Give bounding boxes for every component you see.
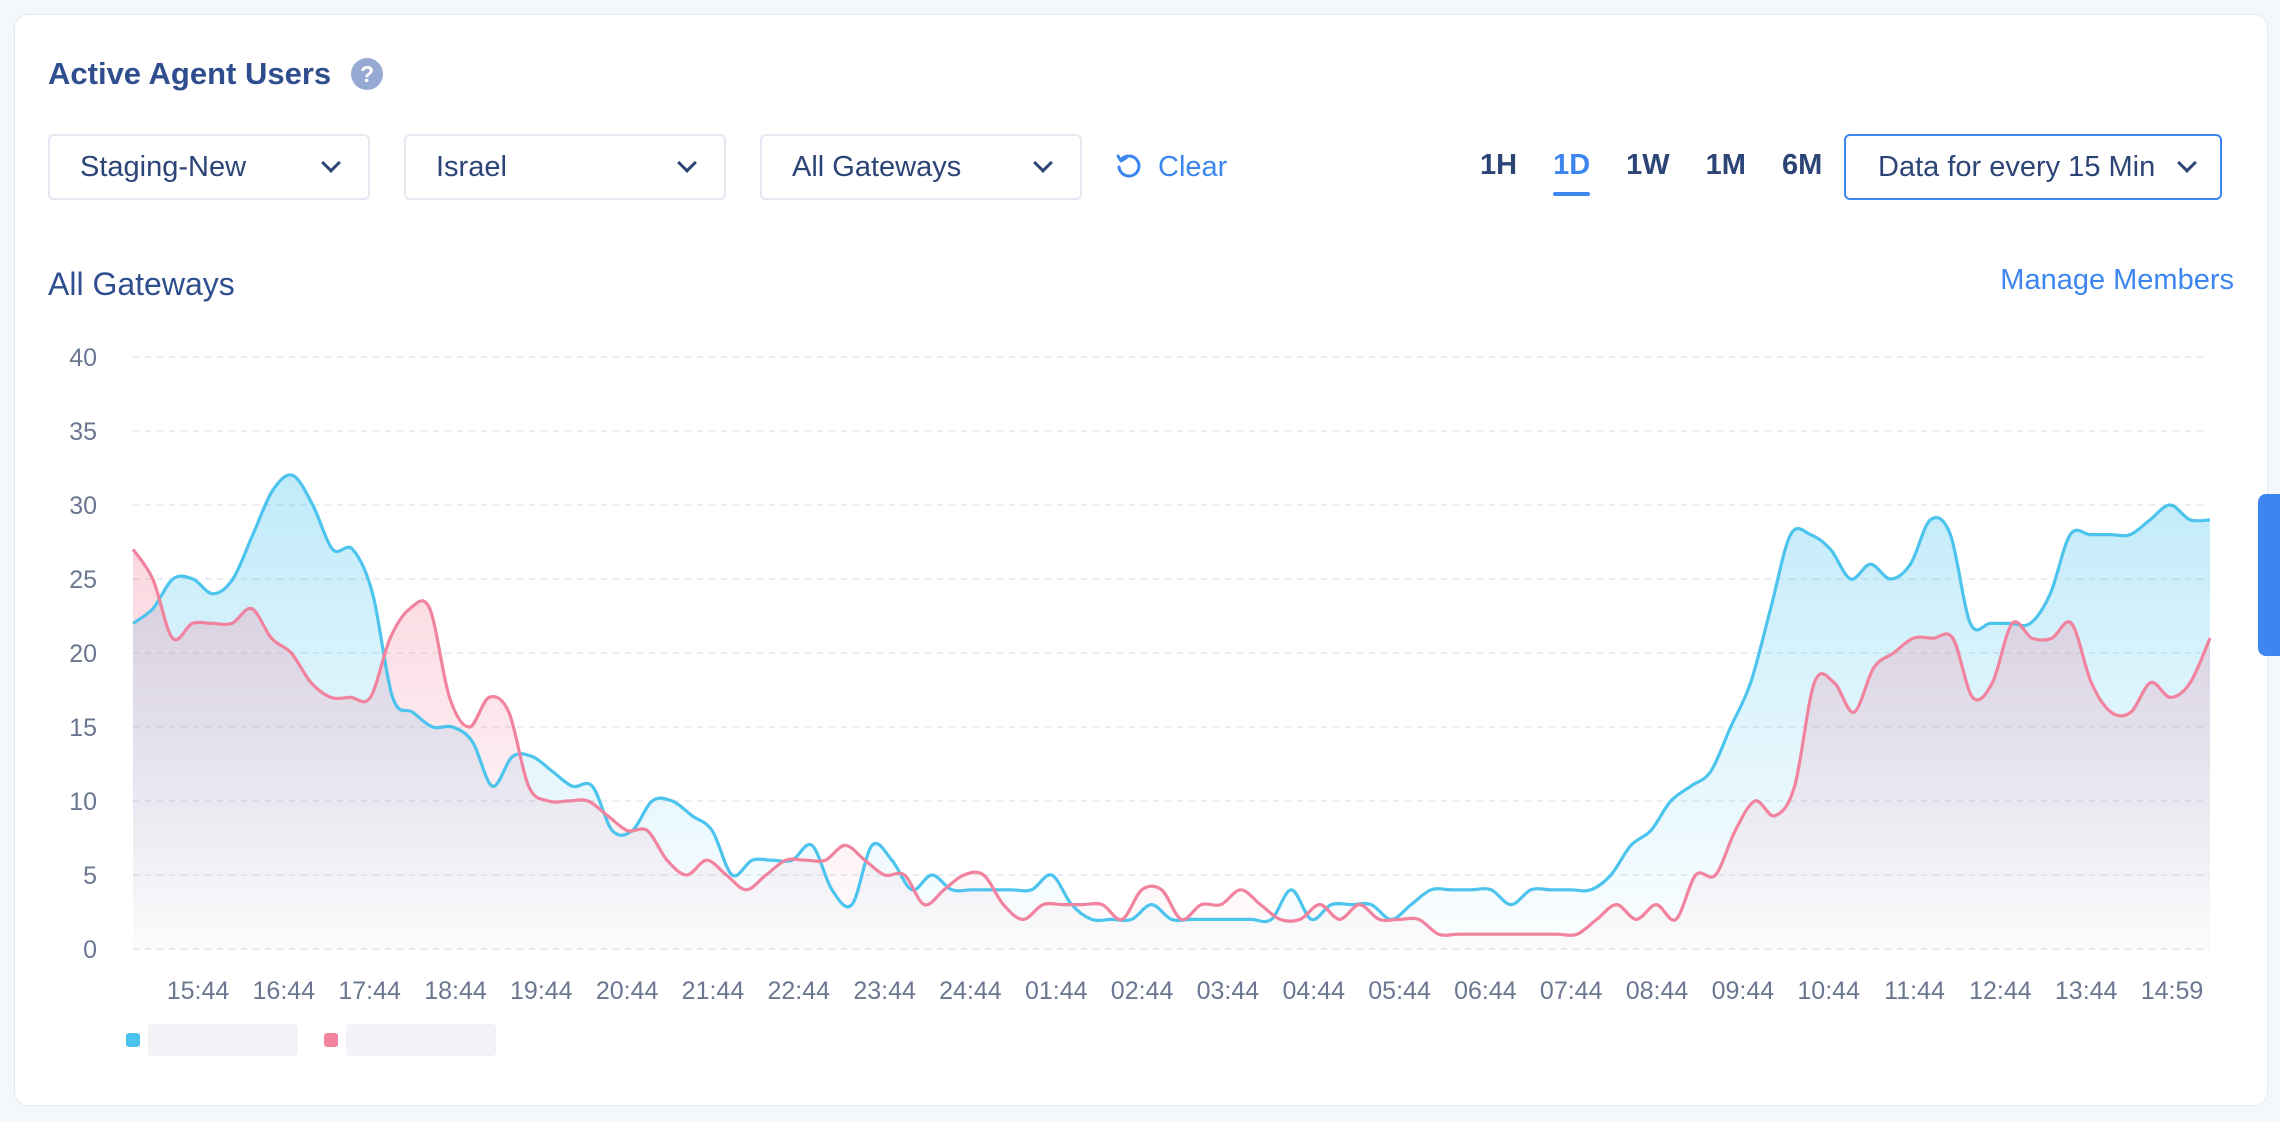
environment-select[interactable]: Staging-New [48,134,370,200]
question-icon[interactable]: ? [351,58,384,90]
y-tick-label: 15 [69,714,97,742]
y-tick-label: 35 [69,418,97,446]
x-tick-label: 13:44 [2055,977,2118,1005]
gateway-select[interactable]: All Gateways [760,134,1082,200]
x-tick-label: 11:44 [1884,977,1945,1005]
chart-legend [126,1024,496,1056]
y-tick-label: 0 [83,936,97,964]
x-tick-label: 09:44 [1712,977,1775,1005]
time-range-6m[interactable]: 6M [1781,148,1823,181]
x-tick-label: 07:44 [1540,977,1603,1005]
filter-bar: Staging-New Israel All Gateways Clear [48,134,1227,200]
x-tick-label: 20:44 [596,977,659,1005]
y-tick-label: 40 [69,344,97,372]
time-range-1d[interactable]: 1D [1553,149,1591,196]
y-tick-label: 30 [69,492,97,520]
x-tick-label: 23:44 [853,977,916,1005]
x-tick-label: 17:44 [338,977,401,1005]
time-range-1m[interactable]: 1M [1705,148,1746,181]
page-title: Active Agent Users [48,56,332,91]
environment-select-value: Staging-New [80,150,247,183]
gateway-select-value: All Gateways [792,150,962,183]
legend-swatch [126,1033,140,1047]
legend-label-redacted [148,1024,298,1056]
interval-select[interactable]: Data for every 15 Min [1844,134,2222,200]
x-tick-label: 15:44 [167,977,230,1005]
x-tick-label: 04:44 [1282,977,1345,1005]
x-tick-label: 02:44 [1111,977,1174,1005]
clear-button[interactable]: Clear [1114,151,1227,184]
x-tick-label: 08:44 [1626,977,1689,1005]
region-select[interactable]: Israel [404,134,726,200]
x-tick-label: 06:44 [1454,977,1517,1005]
side-scroll-handle[interactable] [2258,494,2280,656]
x-tick-label: 12:44 [1969,977,2032,1005]
x-tick-label: 05:44 [1368,977,1431,1005]
series-line-a[interactable] [132,473,2211,924]
clear-button-label: Clear [1158,150,1228,183]
title-row: Active Agent Users ? [48,56,384,92]
time-range-1w[interactable]: 1W [1626,148,1670,181]
x-tick-label: 14:59 [2141,977,2204,1005]
x-tick-label: 03:44 [1197,977,1260,1005]
region-select-value: Israel [436,150,507,183]
y-tick-label: 10 [69,788,97,816]
time-range-1h[interactable]: 1H [1480,148,1518,181]
x-tick-label: 01:44 [1025,977,1088,1005]
y-tick-label: 25 [69,566,97,594]
x-tick-label: 16:44 [253,977,316,1005]
time-range-tabs: 1H 1D 1W 1M 6M [1480,134,1822,200]
x-tick-label: 22:44 [768,977,831,1005]
x-tick-label: 24:44 [939,977,1002,1005]
x-tick-label: 18:44 [424,977,487,1005]
series-area-a [133,474,2210,949]
series-line-b[interactable] [131,548,2212,937]
manage-members-link[interactable]: Manage Members [2000,264,2234,296]
x-tick-label: 19:44 [510,977,573,1005]
legend-item-series-a[interactable] [126,1024,298,1056]
legend-label-redacted [346,1024,496,1056]
legend-swatch [324,1033,338,1047]
reset-icon [1114,152,1144,182]
legend-item-series-b[interactable] [324,1024,496,1056]
y-tick-label: 5 [83,862,97,890]
y-tick-label: 20 [69,640,97,668]
series-area-b [133,549,2210,949]
x-tick-label: 10:44 [1797,977,1860,1005]
section-title: All Gateways [48,266,235,302]
interval-select-value: Data for every 15 Min [1878,150,2156,183]
x-tick-label: 21:44 [682,977,745,1005]
